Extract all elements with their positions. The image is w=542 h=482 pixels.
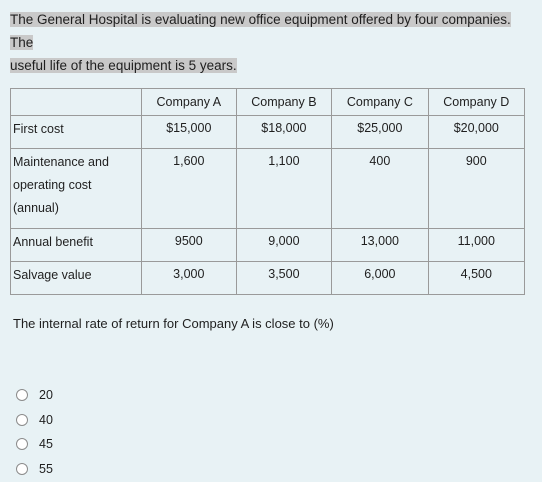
- table-row: Annual benefit 9500 9,000 13,000 11,000: [10, 228, 526, 262]
- header-empty: [10, 88, 142, 116]
- table-row: Maintenance and operating cost (annual) …: [10, 148, 526, 229]
- cell-value: 9500: [141, 228, 237, 262]
- cell-value: $15,000: [141, 115, 237, 149]
- radio-button[interactable]: [16, 462, 28, 475]
- cell-value: 1,100: [235, 148, 333, 229]
- option-1[interactable]: 20: [16, 383, 53, 408]
- row-label-line: (annual): [13, 201, 59, 215]
- table-row: First cost $15,000 $18,000 $25,000 $20,0…: [10, 115, 526, 149]
- row-label-line: Maintenance and: [13, 155, 109, 169]
- row-label-line: operating cost: [13, 178, 92, 192]
- question-line-1: The General Hospital is evaluating new o…: [10, 12, 511, 50]
- cell-value: 6,000: [331, 261, 429, 295]
- question-prompt: The internal rate of return for Company …: [13, 316, 334, 331]
- cell-value: 3,500: [235, 261, 333, 295]
- option-label: 20: [39, 388, 53, 403]
- table-header-row: Company A Company B Company C Company D: [10, 88, 526, 116]
- option-3[interactable]: 45: [16, 432, 53, 457]
- header-company-d: Company D: [427, 88, 526, 116]
- question-line-2: useful life of the equipment is 5 years.: [10, 58, 237, 73]
- row-label-annual-benefit: Annual benefit: [10, 228, 142, 262]
- cell-value: 3,000: [141, 261, 237, 295]
- cell-value: $20,000: [427, 115, 526, 149]
- answer-options: 20 40 45 55: [16, 383, 53, 481]
- option-label: 45: [39, 437, 53, 452]
- cell-value: $25,000: [331, 115, 429, 149]
- table-row: Salvage value 3,000 3,500 6,000 4,500: [10, 261, 526, 295]
- option-2[interactable]: 40: [16, 408, 53, 433]
- option-4[interactable]: 55: [16, 457, 53, 482]
- equipment-table: Company A Company B Company C Company D …: [10, 88, 526, 295]
- option-label: 40: [39, 412, 53, 427]
- question-text: The General Hospital is evaluating new o…: [10, 8, 520, 77]
- cell-value: 11,000: [427, 228, 526, 262]
- cell-value: 13,000: [331, 228, 429, 262]
- radio-button[interactable]: [16, 389, 28, 402]
- header-company-b: Company B: [235, 88, 333, 116]
- cell-value: 9,000: [235, 228, 333, 262]
- header-company-a: Company A: [141, 88, 237, 116]
- row-label-first-cost: First cost: [10, 115, 142, 149]
- option-label: 55: [39, 461, 53, 476]
- row-label-salvage-value: Salvage value: [10, 261, 142, 295]
- cell-value: 1,600: [141, 148, 237, 229]
- cell-value: 400: [331, 148, 429, 229]
- cell-value: 4,500: [427, 261, 526, 295]
- radio-button[interactable]: [16, 438, 28, 451]
- row-label-maintenance: Maintenance and operating cost (annual): [10, 148, 142, 229]
- cell-value: $18,000: [235, 115, 333, 149]
- header-company-c: Company C: [331, 88, 429, 116]
- cell-value: 900: [427, 148, 526, 229]
- radio-button[interactable]: [16, 413, 28, 426]
